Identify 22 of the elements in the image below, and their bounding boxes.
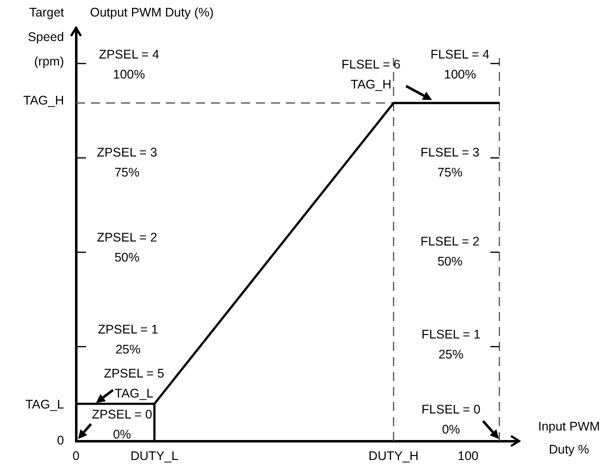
annotation: FLSEL = 3 75%: [420, 145, 480, 180]
text: FLSEL = 4 100%: [430, 47, 490, 82]
text: Output PWM Duty (%): [90, 5, 214, 20]
annotation: FLSEL = 0 0%: [422, 402, 481, 436]
text: TAG_H: [23, 93, 64, 108]
annotation: ZPSEL = 3 75%: [96, 145, 158, 180]
annotation: ZPSEL = 5 TAG_L: [104, 366, 164, 400]
y-axis-title: Target Speed (rpm): [28, 5, 65, 68]
annotation: FLSEL = 1 25%: [422, 327, 481, 362]
x-tick-label: 0: [72, 448, 80, 463]
x-tick-label: 100: [458, 448, 479, 463]
text: 0: [57, 433, 64, 448]
annotation: ZPSEL = 2 50%: [96, 230, 158, 264]
text: TAG_L: [25, 397, 64, 412]
text: ZPSEL = 4 100%: [98, 47, 160, 82]
x-tick-label: DUTY_L: [130, 448, 178, 463]
x-axis-title: Input PWM Duty %: [538, 419, 600, 456]
annotation: FLSEL = 2 50%: [420, 234, 480, 268]
x-tick-label: DUTY_H: [368, 448, 419, 463]
annotation: ZPSEL = 0 0%: [92, 407, 152, 442]
text: FLSEL = 6 TAG_H: [342, 57, 401, 92]
annotation: ZPSEL = 1 25%: [98, 322, 158, 356]
